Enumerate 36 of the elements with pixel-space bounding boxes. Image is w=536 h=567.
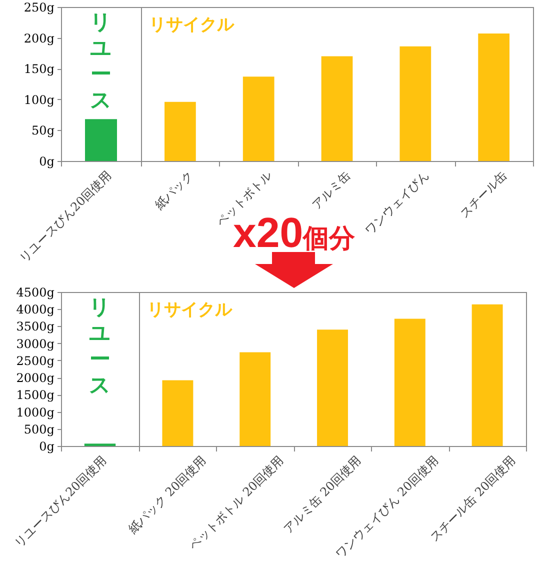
x-tick-label: スチール缶 (457, 168, 510, 220)
bar (400, 46, 432, 161)
y-tick-label: 4500g (16, 286, 55, 300)
y-tick-label: 4000g (16, 302, 55, 317)
bar (240, 352, 271, 446)
y-tick-label: 3500g (16, 320, 55, 334)
bar (478, 33, 510, 161)
y-tick-label: 250g (24, 0, 55, 14)
y-tick-label: 2500g (16, 354, 55, 368)
x-tick-label: アルミ缶 (309, 168, 353, 212)
y-tick-label: 150g (24, 62, 55, 76)
x-tick-label: ワンウェイびん (362, 168, 432, 238)
annotation: リサイクル (147, 300, 233, 320)
y-tick-label: 1000g (16, 405, 55, 420)
y-tick-label: 0g (39, 154, 55, 168)
bar (317, 330, 348, 446)
y-tick-label: 2000g (16, 371, 55, 386)
y-tick-label: 50g (32, 124, 55, 138)
annotation: リサイクル (149, 15, 235, 35)
y-tick-label: 100g (24, 92, 55, 107)
bar (164, 102, 196, 161)
bar (321, 56, 353, 161)
x-tick-label: リユースびん20回使用 (12, 453, 109, 550)
annotation: リユース (89, 295, 111, 397)
x-tick-label: 紙パック (152, 168, 196, 212)
y-tick-label: 3000g (16, 336, 55, 351)
y-tick-label: 0g (39, 440, 55, 454)
bar (242, 76, 274, 161)
y-tick-label: 500g (24, 422, 55, 436)
x-tick-label: リユースびん20回使用 (16, 168, 114, 266)
bar (162, 380, 194, 446)
y-tick-label: 1500g (16, 388, 55, 402)
annotation: リユース (90, 10, 112, 112)
bar (472, 304, 503, 446)
bar (394, 318, 426, 446)
y-tick-label: 200g (24, 31, 55, 46)
